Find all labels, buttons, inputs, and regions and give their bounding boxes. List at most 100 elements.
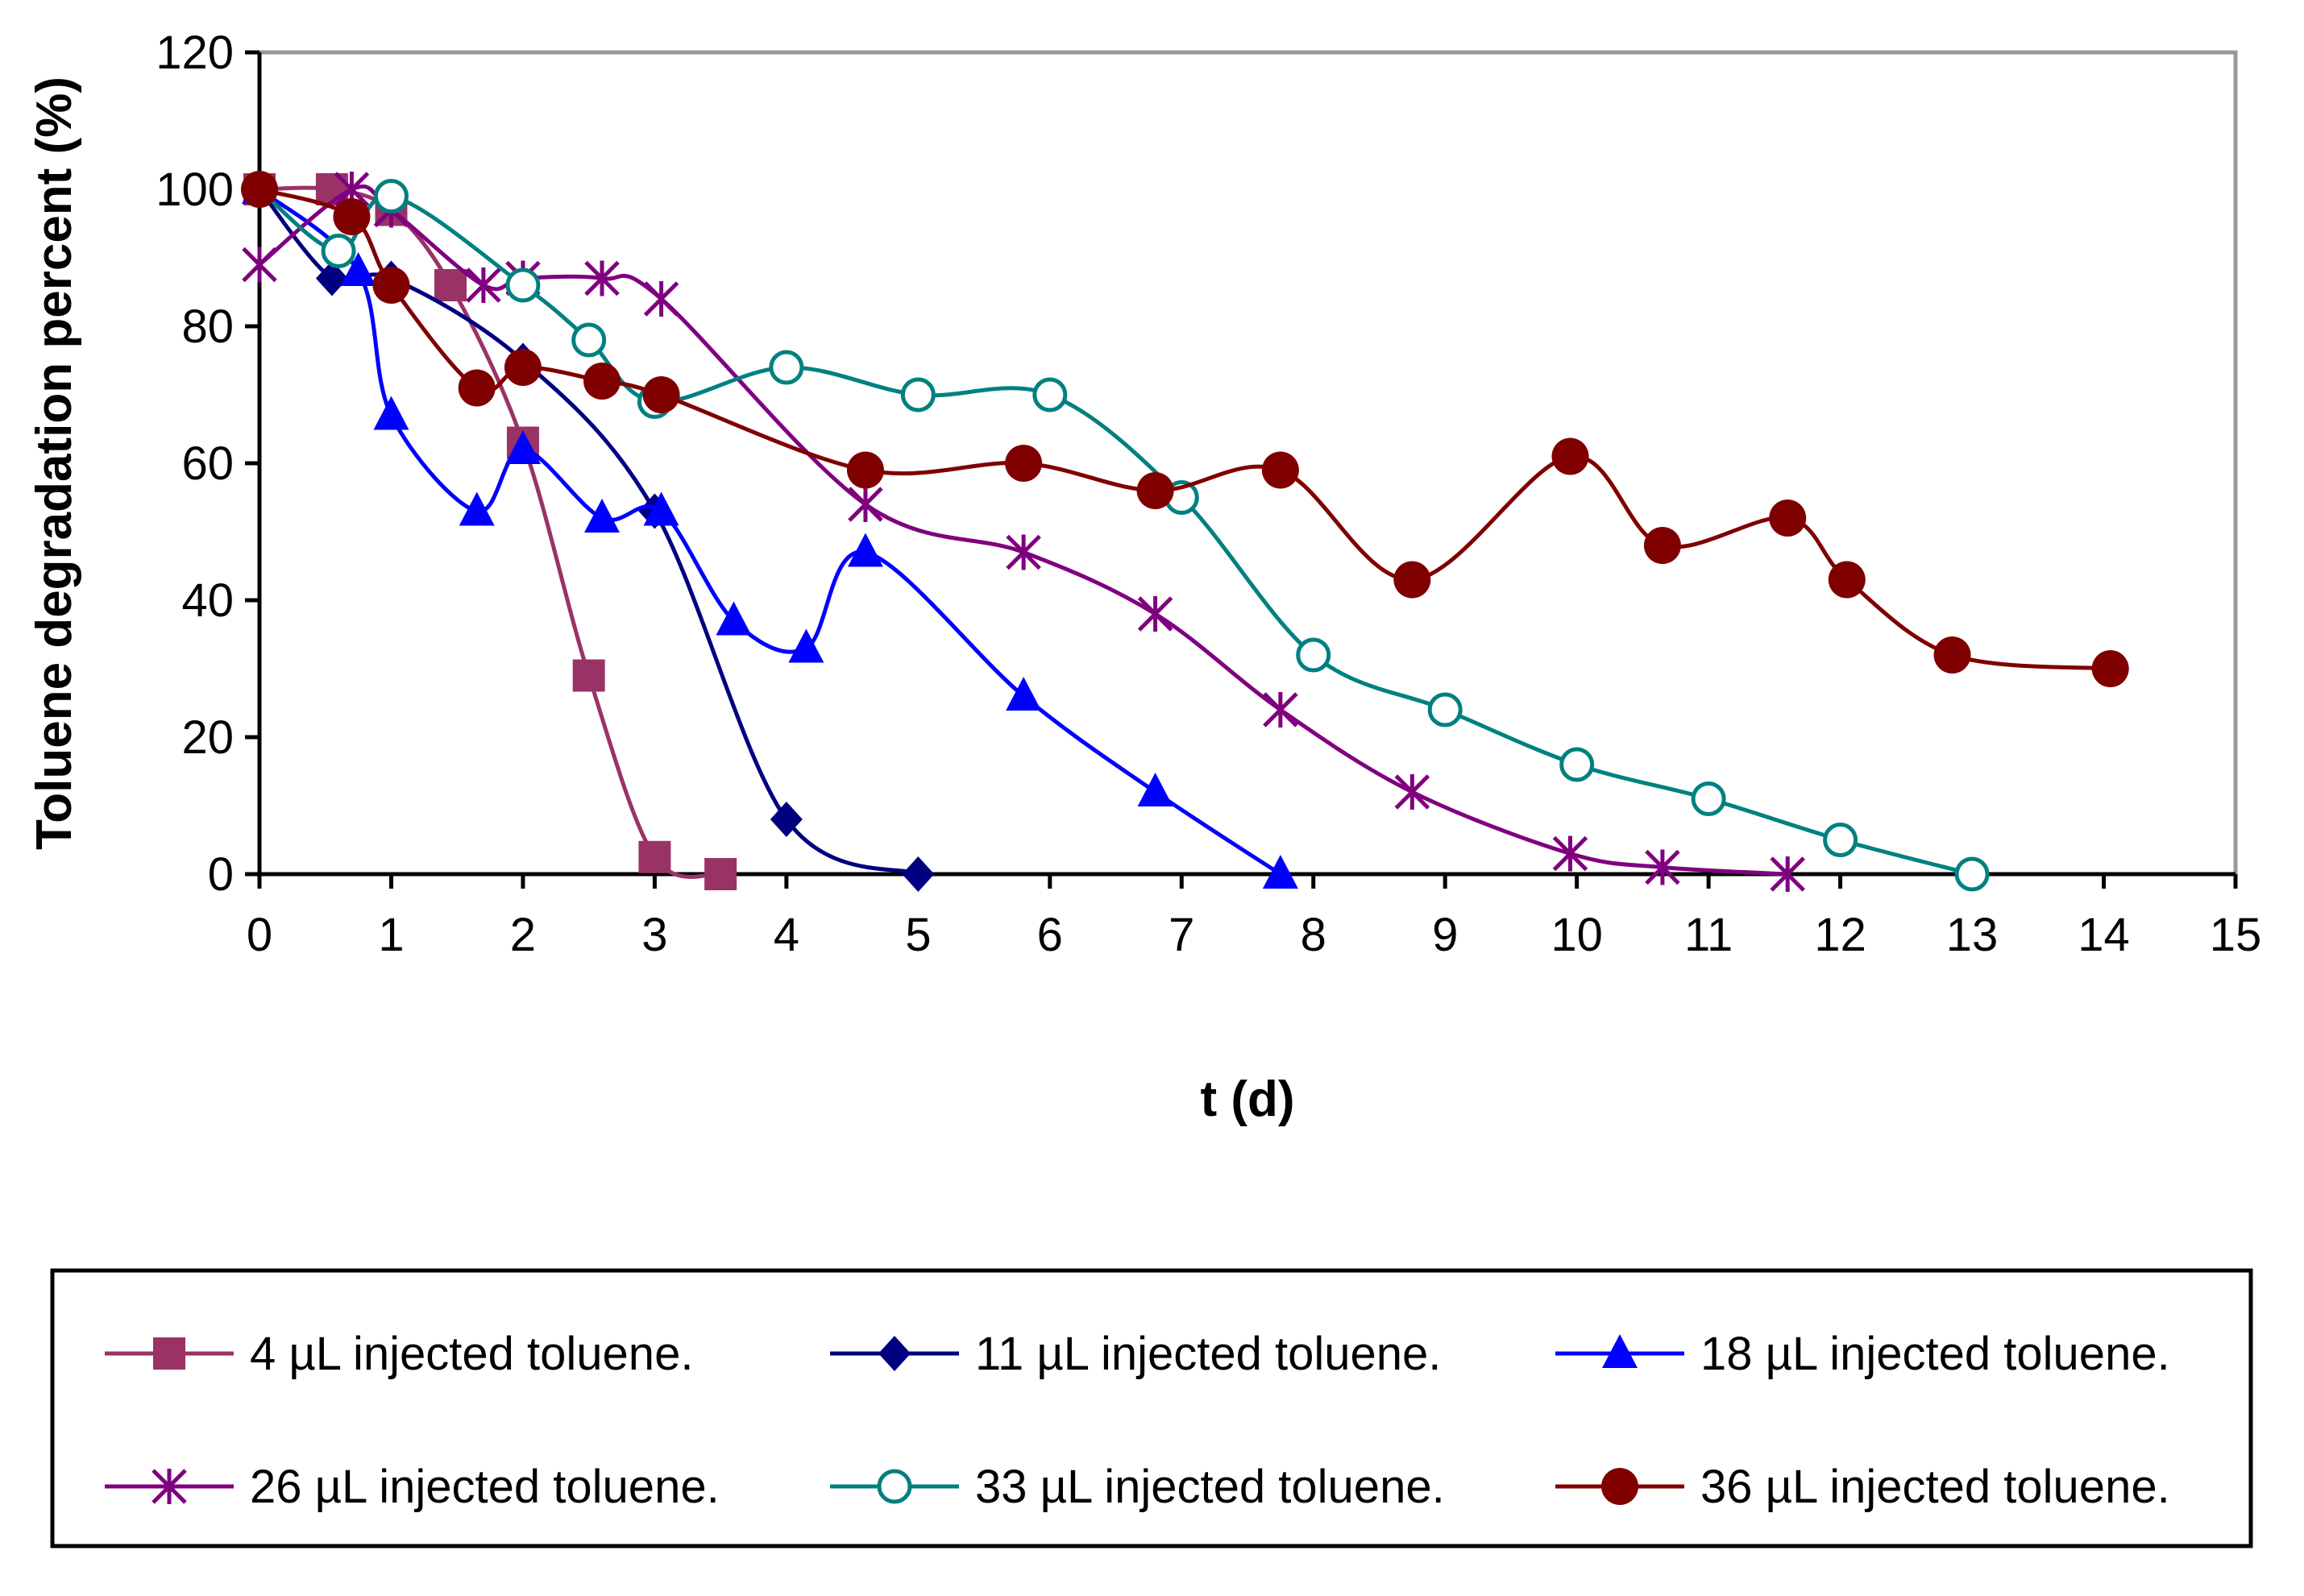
data-point — [1828, 561, 1866, 599]
data-point — [1261, 451, 1299, 489]
data-point — [333, 198, 371, 235]
legend-marker — [878, 1336, 911, 1371]
y-tick-label: 20 — [181, 711, 234, 764]
data-point — [900, 377, 936, 412]
data-point — [1262, 855, 1298, 889]
data-point — [1769, 500, 1807, 537]
legend-marker — [877, 1469, 912, 1504]
x-tick-label: 13 — [1946, 909, 1999, 961]
data-point — [1006, 534, 1041, 570]
x-tick-label: 6 — [1037, 909, 1063, 961]
x-tick-label: 12 — [1814, 909, 1866, 961]
legend-item: 4 µL injected toluene. — [105, 1328, 693, 1380]
data-point — [2091, 650, 2129, 687]
data-point — [504, 430, 541, 464]
legend-label: 18 µL injected toluene. — [1700, 1328, 2170, 1380]
data-point — [638, 840, 671, 873]
data-point — [1645, 849, 1680, 885]
data-point — [1691, 781, 1726, 816]
x-tick-label: 11 — [1684, 909, 1733, 961]
legend: 4 µL injected toluene. 11 µL injected tol… — [105, 1328, 2170, 1513]
legend-item: 33 µL injected toluene. — [830, 1461, 1445, 1513]
data-point — [1263, 692, 1298, 728]
legend-item: 18 µL injected toluene. — [1555, 1328, 2170, 1380]
data-point — [848, 487, 883, 522]
data-point — [373, 396, 409, 430]
data-point — [572, 659, 605, 692]
data-point — [1296, 637, 1331, 673]
data-point — [1559, 747, 1595, 782]
data-point — [321, 234, 356, 268]
data-point — [643, 281, 679, 317]
data-point — [1137, 773, 1173, 806]
data-point — [1137, 596, 1173, 632]
data-point — [434, 269, 467, 301]
y-tick-label: 40 — [181, 574, 234, 627]
legend-marker — [1601, 1468, 1638, 1505]
data-point — [1643, 527, 1681, 564]
data-point — [459, 491, 495, 526]
data-point — [1552, 835, 1588, 872]
data-point — [458, 369, 496, 407]
legend-item: 11 µL injected toluene. — [830, 1328, 1441, 1380]
data-point — [1394, 774, 1430, 810]
data-point — [372, 267, 410, 304]
data-point — [571, 322, 607, 358]
x-tick-label: 14 — [2078, 909, 2130, 961]
legend-item: 26 µL injected toluene. — [105, 1461, 720, 1513]
legend-marker — [1602, 1334, 1638, 1368]
data-point — [704, 858, 737, 890]
x-tick-label: 4 — [774, 909, 799, 961]
y-tick-label: 60 — [181, 437, 234, 490]
data-point — [1823, 823, 1858, 857]
data-point — [846, 451, 884, 489]
series-line — [258, 184, 1788, 877]
data-point — [315, 260, 348, 296]
data-point — [505, 267, 541, 303]
data-point — [1954, 856, 1990, 892]
data-point — [642, 376, 680, 413]
data-point — [769, 350, 804, 385]
legend-box — [50, 1268, 2253, 1548]
y-tick-label: 120 — [156, 27, 234, 79]
data-point — [584, 260, 620, 296]
data-point — [902, 856, 935, 892]
data-point — [788, 628, 824, 663]
data-point — [1770, 856, 1805, 892]
data-point — [1005, 445, 1043, 482]
data-point — [1393, 561, 1431, 599]
legend-item: 36 µL injected toluene. — [1555, 1461, 2170, 1513]
x-tick-label: 8 — [1301, 909, 1326, 961]
series-4 — [242, 172, 1805, 892]
data-point — [242, 247, 277, 283]
y-axis-title: Toluene degradation percent (%) — [27, 77, 82, 850]
data-point — [1933, 636, 1971, 674]
x-tick-label: 3 — [641, 909, 667, 961]
data-point — [340, 252, 376, 286]
legend-label: 4 µL injected toluene. — [250, 1328, 693, 1380]
data-point — [847, 533, 883, 567]
legend-label: 26 µL injected toluene. — [250, 1461, 720, 1513]
data-point — [583, 363, 621, 400]
x-tick-label: 15 — [2210, 909, 2262, 961]
legend-label: 36 µL injected toluene. — [1700, 1461, 2170, 1513]
data-point — [1006, 677, 1042, 711]
y-tick-label: 100 — [156, 164, 234, 216]
x-tick-label: 9 — [1432, 909, 1458, 961]
data-point — [643, 491, 679, 526]
legend-label: 11 µL injected toluene. — [975, 1328, 1441, 1380]
series-group — [241, 170, 2129, 892]
series-6 — [241, 171, 2129, 687]
data-point — [504, 349, 542, 386]
data-point — [584, 499, 621, 533]
x-tick-label: 1 — [378, 909, 404, 961]
data-point — [241, 171, 278, 208]
y-tick-label: 0 — [208, 848, 234, 901]
legend-marker — [153, 1337, 185, 1370]
legend-label: 33 µL injected toluene. — [975, 1461, 1445, 1513]
data-point — [1136, 472, 1174, 509]
x-tick-label: 5 — [905, 909, 931, 961]
data-point — [770, 802, 803, 837]
